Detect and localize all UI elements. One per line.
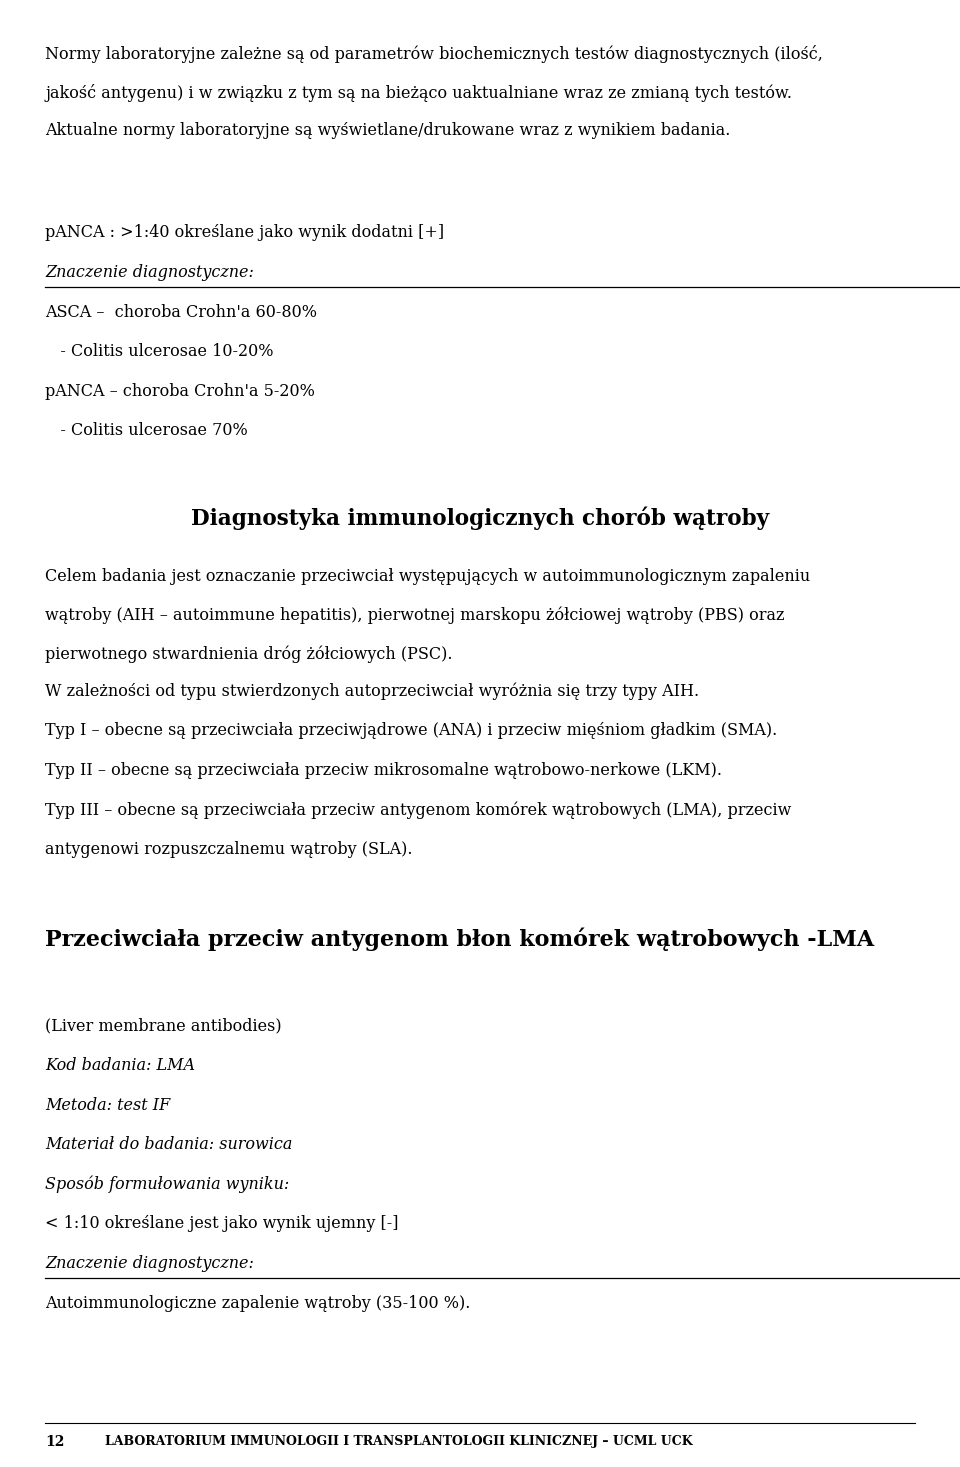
Text: pANCA : >1:40 określane jako wynik dodatni [+]: pANCA : >1:40 określane jako wynik dodat…: [45, 223, 444, 241]
Text: (Liver membrane antibodies): (Liver membrane antibodies): [45, 1018, 281, 1034]
Text: Normy laboratoryjne zależne są od parametrów biochemicznych testów diagnostyczny: Normy laboratoryjne zależne są od parame…: [45, 44, 823, 63]
Text: wątroby (AIH – autoimmune hepatitis), pierwotnej marskopu żółciowej wątroby (PBS: wątroby (AIH – autoimmune hepatitis), pi…: [45, 606, 784, 623]
Text: Typ II – obecne są przeciwciała przeciw mikrosomalne wątrobowo-nerkowe (LKM).: Typ II – obecne są przeciwciała przeciw …: [45, 763, 722, 779]
Text: Typ III – obecne są przeciwciała przeciw antygenom komórek wątrobowych (LMA), pr: Typ III – obecne są przeciwciała przeciw…: [45, 801, 791, 819]
Text: Znaczenie diagnostyczne:: Znaczenie diagnostyczne:: [45, 1256, 254, 1272]
Text: Celem badania jest oznaczanie przeciwciał występujących w autoimmunologicznym za: Celem badania jest oznaczanie przeciwcia…: [45, 568, 810, 585]
Text: Znaczenie diagnostyczne:: Znaczenie diagnostyczne:: [45, 264, 254, 282]
Text: jakość antygenu) i w związku z tym są na bieżąco uaktualniane wraz ze zmianą tyc: jakość antygenu) i w związku z tym są na…: [45, 84, 792, 101]
Text: - Colitis ulcerosae 10-20%: - Colitis ulcerosae 10-20%: [45, 343, 274, 361]
Text: ASCA –  choroba Crohn'a 60-80%: ASCA – choroba Crohn'a 60-80%: [45, 304, 317, 321]
Text: Aktualne normy laboratoryjne są wyświetlane/drukowane wraz z wynikiem badania.: Aktualne normy laboratoryjne są wyświetl…: [45, 123, 731, 139]
Text: LABORATORIUM IMMUNOLOGII I TRANSPLANTOLOGII KLINICZNEJ – UCML UCK: LABORATORIUM IMMUNOLOGII I TRANSPLANTOLO…: [105, 1435, 692, 1448]
Text: Sposób formułowania wyniku:: Sposób formułowania wyniku:: [45, 1177, 289, 1193]
Text: Autoimmunologiczne zapalenie wątroby (35-100 %).: Autoimmunologiczne zapalenie wątroby (35…: [45, 1294, 470, 1311]
Text: 12: 12: [45, 1435, 64, 1449]
Text: pANCA – choroba Crohn'a 5-20%: pANCA – choroba Crohn'a 5-20%: [45, 383, 315, 400]
Text: pierwotnego stwardnienia dróg żółciowych (PSC).: pierwotnego stwardnienia dróg żółciowych…: [45, 645, 452, 663]
Text: W zależności od typu stwierdzonych autoprzeciwciał wyróżnia się trzy typy AIH.: W zależności od typu stwierdzonych autop…: [45, 684, 699, 700]
Text: Przeciwciała przeciw antygenom błon komórek wątrobowych -LMA: Przeciwciała przeciw antygenom błon komó…: [45, 927, 875, 951]
Text: < 1:10 określane jest jako wynik ujemny [-]: < 1:10 określane jest jako wynik ujemny …: [45, 1215, 398, 1232]
Text: Materiał do badania: surowica: Materiał do badania: surowica: [45, 1135, 293, 1153]
Text: antygenowi rozpuszczalnemu wątroby (SLA).: antygenowi rozpuszczalnemu wątroby (SLA)…: [45, 841, 413, 858]
Text: - Colitis ulcerosae 70%: - Colitis ulcerosae 70%: [45, 422, 248, 440]
Text: Typ I – obecne są przeciwciała przeciwjądrowe (ANA) i przeciw mięśniom gładkim (: Typ I – obecne są przeciwciała przeciwją…: [45, 723, 778, 739]
Text: Kod badania: LMA: Kod badania: LMA: [45, 1056, 195, 1074]
Text: Metoda: test IF: Metoda: test IF: [45, 1097, 170, 1113]
Text: Diagnostyka immunologicznych chorób wątroby: Diagnostyka immunologicznych chorób wątr…: [191, 506, 769, 530]
